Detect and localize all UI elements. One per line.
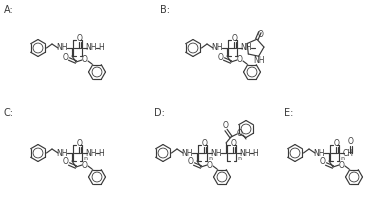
Text: NH: NH xyxy=(56,149,68,157)
Text: NH: NH xyxy=(210,149,222,157)
Text: n: n xyxy=(340,157,344,162)
Text: NH: NH xyxy=(253,56,264,65)
Text: O: O xyxy=(237,56,243,65)
Text: O: O xyxy=(348,138,354,146)
Text: NH: NH xyxy=(211,43,223,52)
Text: NH: NH xyxy=(85,149,97,157)
Text: NH: NH xyxy=(239,149,251,157)
Text: O: O xyxy=(202,139,208,148)
Text: NH: NH xyxy=(181,149,193,157)
Text: H: H xyxy=(252,149,258,157)
Text: NH: NH xyxy=(313,149,325,157)
Text: A:: A: xyxy=(4,5,14,15)
Text: O: O xyxy=(188,157,194,167)
Text: O: O xyxy=(258,30,264,39)
Text: O: O xyxy=(63,157,69,167)
Text: O: O xyxy=(77,34,83,43)
Text: O: O xyxy=(63,52,69,62)
Text: O: O xyxy=(320,157,326,167)
Text: O: O xyxy=(232,34,238,43)
Text: O: O xyxy=(77,139,83,148)
Text: H: H xyxy=(98,43,104,52)
Text: D:: D: xyxy=(154,108,165,118)
Text: n: n xyxy=(83,157,87,162)
Text: C:: C: xyxy=(4,108,14,118)
Text: n: n xyxy=(208,157,212,162)
Text: H: H xyxy=(98,149,104,157)
Text: E:: E: xyxy=(284,108,293,118)
Text: B:: B: xyxy=(160,5,170,15)
Text: NH: NH xyxy=(85,43,97,52)
Text: O: O xyxy=(334,139,340,148)
Text: O: O xyxy=(339,160,345,170)
Text: NH: NH xyxy=(56,43,68,52)
Text: NH: NH xyxy=(240,43,252,52)
Text: O: O xyxy=(207,160,213,170)
Text: CH: CH xyxy=(342,149,353,157)
Text: O: O xyxy=(231,139,237,148)
Text: n: n xyxy=(237,157,241,162)
Text: O: O xyxy=(82,56,88,65)
Text: O: O xyxy=(82,160,88,170)
Text: O: O xyxy=(218,52,224,62)
Text: O: O xyxy=(237,130,243,138)
Text: O: O xyxy=(223,121,229,130)
